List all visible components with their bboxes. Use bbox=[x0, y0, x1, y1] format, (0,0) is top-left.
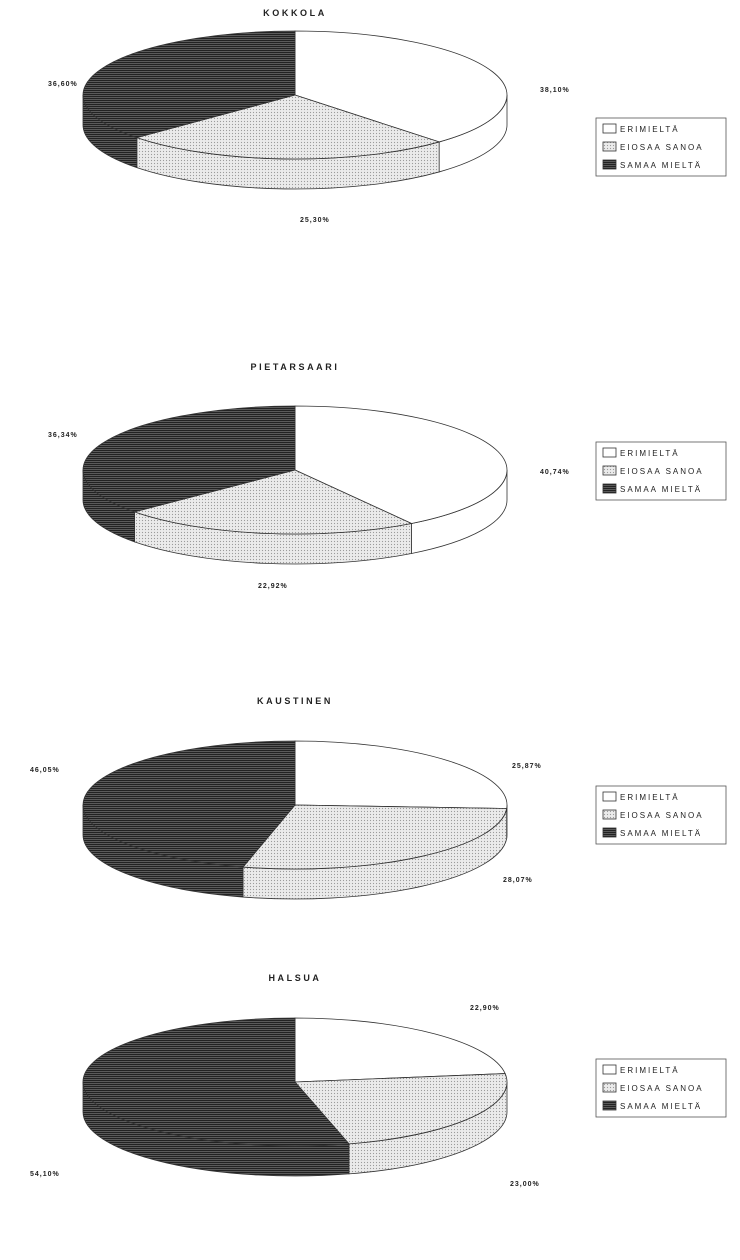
pie-chart-kokkola: KOKKOLA 38,10% 25,30% 36,60% ERIMIELTÄ EIOSAA… bbox=[48, 8, 727, 224]
legend-swatch-eiosaa-sanoa bbox=[602, 809, 617, 820]
legend-box bbox=[595, 117, 727, 177]
chart-title: PIETARSAARI bbox=[251, 362, 340, 372]
slice-eiosaa-sanoa bbox=[133, 469, 413, 535]
legend-box bbox=[595, 1058, 727, 1118]
legend-label-samaa-mielta: SAMAA MIELTÄ bbox=[620, 829, 702, 838]
legend-label-erimielta: ERIMIELTÄ bbox=[620, 449, 680, 458]
legend-swatch-samaa-mielta bbox=[602, 827, 617, 838]
data-label-samaa-mielta: 46,05% bbox=[30, 767, 60, 774]
legend-label-samaa-mielta: SAMAA MIELTÄ bbox=[620, 485, 702, 494]
slice-erimielta bbox=[294, 30, 508, 143]
data-label-eiosaa-sanoa: 25,30% bbox=[300, 217, 330, 224]
data-label-erimielta: 25,87% bbox=[512, 763, 542, 770]
data-label-eiosaa-sanoa: 28,07% bbox=[503, 877, 533, 884]
legend-swatch-eiosaa-sanoa bbox=[602, 465, 617, 476]
legend-swatch-erimielta bbox=[602, 447, 617, 458]
legend-box bbox=[595, 441, 727, 501]
slice-eiosaa-sanoa bbox=[135, 94, 441, 160]
data-label-erimielta: 38,10% bbox=[540, 87, 570, 94]
data-label-samaa-mielta: 36,60% bbox=[48, 81, 78, 88]
slice-eiosaa-sanoa bbox=[242, 804, 508, 870]
slice-samaa-mielta bbox=[82, 30, 296, 139]
legend-label-erimielta: ERIMIELTÄ bbox=[620, 793, 680, 802]
legend-label-eiosaa-sanoa: EIOSAA SANOA bbox=[620, 467, 704, 476]
legend-swatch-samaa-mielta bbox=[602, 159, 617, 170]
pie-chart-kaustinen: KAUSTINEN 25,87% 28,07% 46,05% ERIMIELTÄ EIOS… bbox=[30, 696, 727, 900]
data-label-erimielta: 22,90% bbox=[470, 1005, 500, 1012]
legend: ERIMIELTÄ EIOSAA SANOA SAMAA MIELTÄ bbox=[595, 117, 727, 177]
legend-swatch-samaa-mielta bbox=[602, 483, 617, 494]
legend-swatch-eiosaa-sanoa bbox=[602, 1082, 617, 1093]
legend-label-eiosaa-sanoa: EIOSAA SANOA bbox=[620, 143, 704, 152]
legend-label-erimielta: ERIMIELTÄ bbox=[620, 125, 680, 134]
legend: ERIMIELTÄ EIOSAA SANOA SAMAA MIELTÄ bbox=[595, 441, 727, 501]
chart-title: KOKKOLA bbox=[263, 8, 327, 18]
data-label-eiosaa-sanoa: 23,00% bbox=[510, 1181, 540, 1188]
legend-swatch-erimielta bbox=[602, 1064, 617, 1075]
legend: ERIMIELTÄ EIOSAA SANOA SAMAA MIELTÄ bbox=[595, 1058, 727, 1118]
slice-samaa-mielta bbox=[82, 740, 296, 868]
legend-swatch-eiosaa-sanoa bbox=[602, 141, 617, 152]
legend-swatch-erimielta bbox=[602, 791, 617, 802]
slice-erimielta bbox=[294, 1017, 506, 1083]
legend-swatch-samaa-mielta bbox=[602, 1100, 617, 1111]
chart-title: KAUSTINEN bbox=[257, 696, 333, 706]
slice-erimielta bbox=[294, 740, 508, 809]
legend-swatch-erimielta bbox=[602, 123, 617, 134]
legend: ERIMIELTÄ EIOSAA SANOA SAMAA MIELTÄ bbox=[595, 785, 727, 845]
legend-label-samaa-mielta: SAMAA MIELTÄ bbox=[620, 1102, 702, 1111]
data-label-samaa-mielta: 36,34% bbox=[48, 432, 78, 439]
data-label-erimielta: 40,74% bbox=[540, 469, 570, 476]
slice-eiosaa-sanoa bbox=[294, 1073, 508, 1145]
legend-label-erimielta: ERIMIELTÄ bbox=[620, 1066, 680, 1075]
legend-label-eiosaa-sanoa: EIOSAA SANOA bbox=[620, 811, 704, 820]
data-label-eiosaa-sanoa: 22,92% bbox=[258, 583, 288, 590]
chart-title: HALSUA bbox=[268, 973, 321, 983]
data-label-samaa-mielta: 54,10% bbox=[30, 1171, 60, 1178]
pie-chart-halsua: HALSUA 22,90% 23,00% 54,10% ERIMIELTÄ EIOSAA … bbox=[30, 973, 727, 1188]
pie-chart-pietarsaari: PIETARSAARI 40,74% 22,92% 36,34% ERIMIELTÄ EI… bbox=[48, 362, 727, 590]
slice-samaa-mielta bbox=[82, 405, 296, 513]
legend-box bbox=[595, 785, 727, 845]
slice-samaa-mielta bbox=[82, 1017, 350, 1147]
legend-label-eiosaa-sanoa: EIOSAA SANOA bbox=[620, 1084, 704, 1093]
legend-label-samaa-mielta: SAMAA MIELTÄ bbox=[620, 161, 702, 170]
